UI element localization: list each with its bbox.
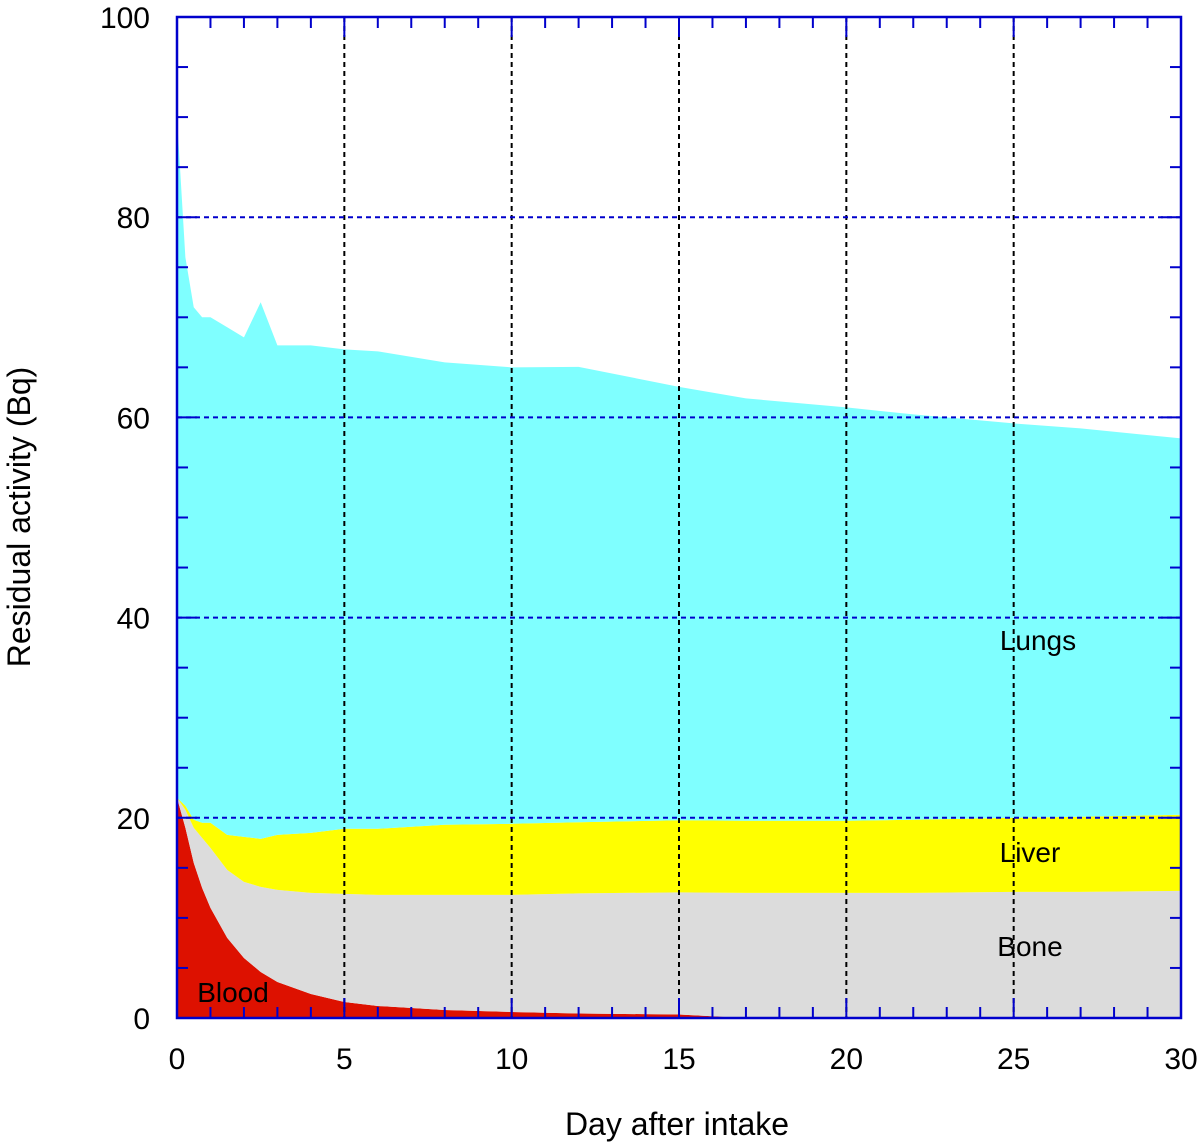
x-tick-label: 20 bbox=[830, 1043, 863, 1076]
x-tick-label: 10 bbox=[495, 1043, 528, 1076]
label-lungs: Lungs bbox=[1000, 625, 1076, 656]
label-liver: Liver bbox=[1000, 837, 1061, 868]
y-tick-label: 0 bbox=[133, 1003, 150, 1036]
x-tick-labels: 0 5 10 15 20 25 30 bbox=[169, 1043, 1198, 1076]
x-tick-label: 5 bbox=[336, 1043, 353, 1076]
x-axis-title: Day after intake bbox=[565, 1106, 789, 1142]
label-blood: Blood bbox=[197, 977, 269, 1008]
y-tick-label: 80 bbox=[117, 202, 150, 235]
x-tick-label: 15 bbox=[662, 1043, 695, 1076]
grid-lines bbox=[177, 17, 1181, 1018]
axis-ticks bbox=[176, 16, 1182, 1019]
area-blood bbox=[177, 797, 1181, 1018]
x-tick-label: 30 bbox=[1164, 1043, 1197, 1076]
y-tick-labels: 0 20 40 60 80 100 bbox=[100, 2, 150, 1036]
area-bone bbox=[177, 797, 1181, 1018]
y-tick-label: 40 bbox=[117, 603, 150, 636]
label-bone: Bone bbox=[997, 931, 1062, 962]
x-tick-label: 0 bbox=[169, 1043, 186, 1076]
y-tick-label: 60 bbox=[117, 402, 150, 435]
y-tick-label: 100 bbox=[100, 2, 150, 35]
y-axis-title: Residual activity (Bq) bbox=[1, 367, 37, 668]
y-tick-label: 20 bbox=[117, 803, 150, 836]
x-tick-label: 25 bbox=[997, 1043, 1030, 1076]
